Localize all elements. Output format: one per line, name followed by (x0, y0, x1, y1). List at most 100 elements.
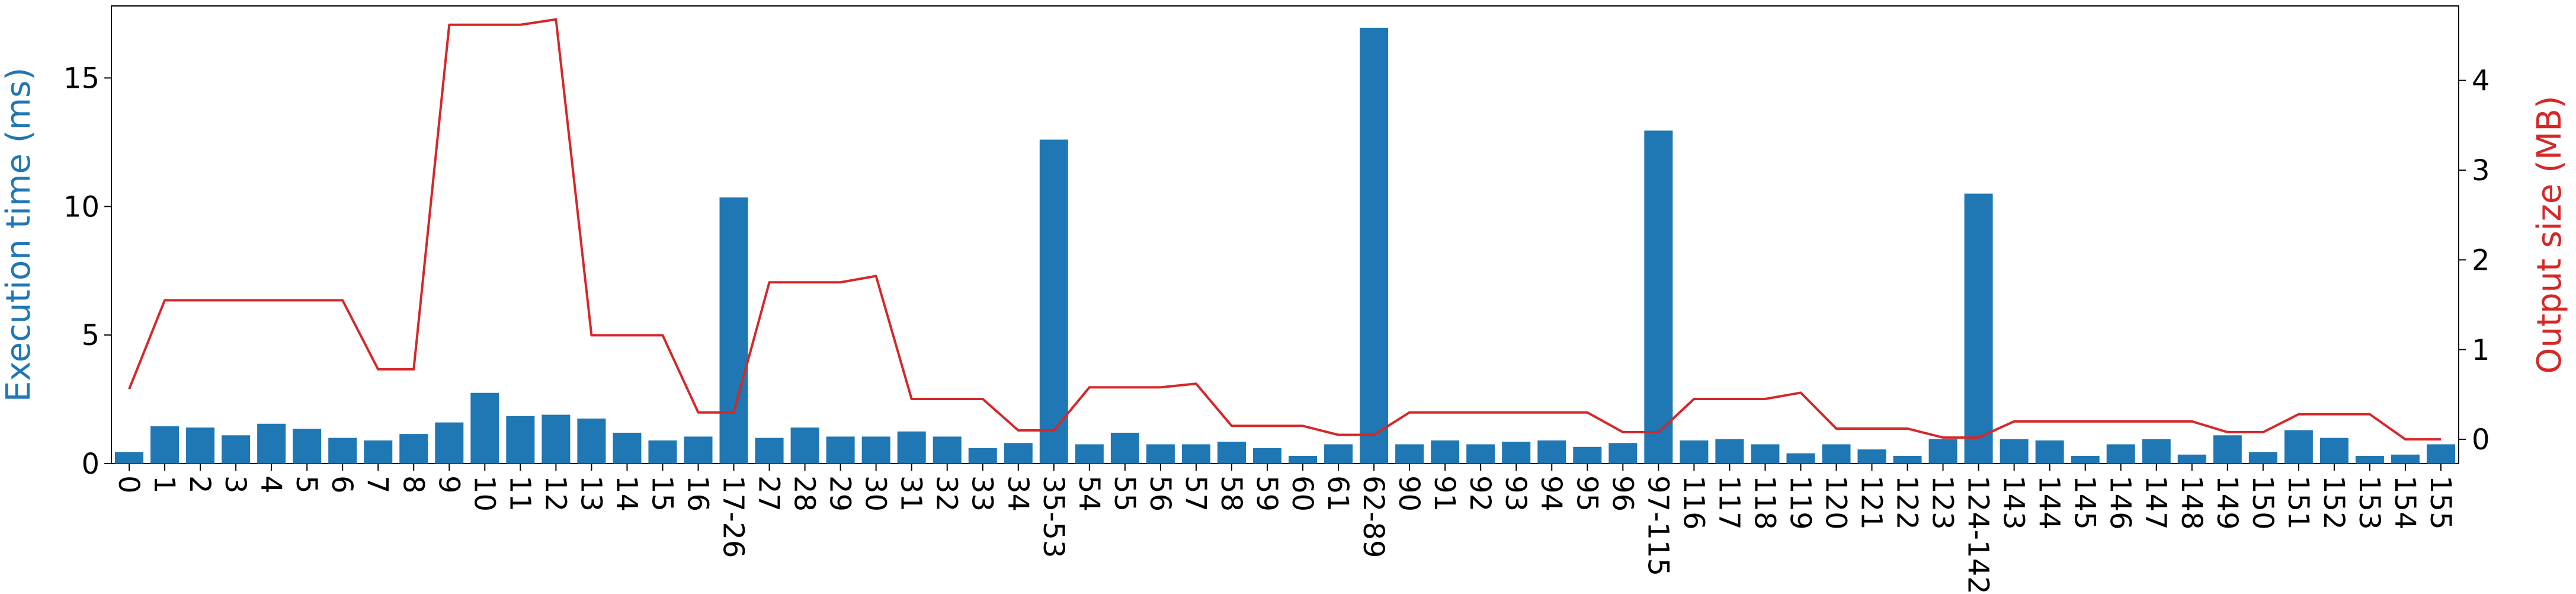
output-size-line-group (128, 18, 2442, 441)
x-tick-label: 151 (2282, 475, 2315, 530)
x-tick-label: 3 (219, 475, 252, 494)
x-tick-label: 121 (1855, 475, 1888, 530)
x-tick-label: 56 (1143, 475, 1177, 512)
bar-28 (790, 427, 819, 464)
bar-146 (2106, 444, 2135, 464)
bar-96 (1609, 443, 1638, 464)
bar-62-89 (1360, 27, 1389, 464)
x-tick-label: 31 (895, 475, 928, 512)
bar-7 (364, 440, 393, 464)
x-tick-label: 94 (1534, 475, 1568, 512)
x-tick-label: 92 (1463, 475, 1497, 512)
x-tick-label: 124-142 (1962, 475, 1995, 594)
x-tick-label: 143 (1997, 475, 2030, 530)
bars-group (115, 27, 2455, 464)
bar-153 (2355, 455, 2384, 464)
x-tick-label: 34 (1001, 475, 1034, 512)
x-tick-label: 12 (539, 475, 572, 512)
bar-60 (1289, 455, 1318, 464)
x-tick-label: 13 (574, 475, 607, 512)
bar-151 (2284, 430, 2313, 464)
x-tick-label: 29 (824, 475, 857, 512)
left-axis-title: Execution time (ms) (0, 68, 38, 402)
bar-32 (933, 436, 962, 464)
x-tick-label: 148 (2175, 475, 2208, 530)
bar-5 (293, 429, 322, 464)
bar-123 (1928, 439, 1957, 464)
x-tick-label: 90 (1392, 475, 1425, 512)
bar-0 (115, 452, 144, 464)
bar-152 (2319, 437, 2348, 464)
bar-35-53 (1039, 139, 1068, 464)
bar-1 (150, 426, 180, 464)
left-y-axis: 0 5 10 15 (63, 62, 111, 481)
bar-57 (1181, 444, 1210, 464)
right-tick-label: 0 (2472, 423, 2490, 456)
bar-91 (1431, 440, 1460, 464)
bar-13 (577, 419, 606, 464)
left-tick-label: 5 (81, 319, 100, 352)
x-tick-label: 10 (467, 475, 501, 512)
x-tick-label: 11 (503, 475, 536, 512)
x-tick-label: 14 (610, 475, 643, 512)
x-tick-label: 27 (752, 475, 786, 512)
bar-155 (2426, 444, 2455, 464)
x-tick-label: 8 (396, 475, 430, 494)
x-tick-label: 62-89 (1357, 475, 1390, 558)
x-tick-label: 7 (361, 475, 394, 494)
bar-150 (2248, 452, 2277, 464)
x-tick-label: 145 (2068, 475, 2101, 530)
right-axis-title: Output size (MB) (2530, 95, 2569, 373)
bar-124-142 (1964, 193, 1993, 464)
bar-27 (755, 437, 784, 464)
bar-2 (186, 427, 215, 464)
x-tick-label: 0 (112, 475, 145, 494)
x-tick-label: 122 (1891, 475, 1924, 530)
x-tick-label: 116 (1677, 475, 1710, 530)
x-tick-label: 16 (681, 475, 715, 512)
bar-143 (2000, 439, 2029, 464)
x-tick-label: 144 (2033, 475, 2066, 530)
x-tick-label: 120 (1819, 475, 1852, 530)
x-tick-label: 5 (290, 475, 323, 494)
bar-147 (2142, 439, 2171, 464)
bar-17-26 (719, 197, 748, 464)
bar-3 (222, 435, 251, 464)
bar-93 (1502, 442, 1531, 464)
x-tick-label: 91 (1428, 475, 1461, 512)
x-tick-label: 2 (183, 475, 216, 494)
bar-145 (2071, 455, 2100, 464)
bar-33 (968, 448, 997, 464)
bar-117 (1715, 439, 1744, 464)
x-tick-label: 59 (1250, 475, 1283, 512)
bar-118 (1751, 444, 1780, 464)
x-tick-label: 97-115 (1641, 475, 1674, 576)
bar-149 (2213, 435, 2242, 464)
x-tick-label: 33 (966, 475, 999, 512)
x-tick-label: 61 (1321, 475, 1354, 512)
x-tick-label: 32 (930, 475, 963, 512)
x-tick-label: 15 (645, 475, 678, 512)
x-tick-label: 154 (2388, 475, 2421, 530)
x-tick-label: 93 (1499, 475, 1532, 512)
x-axis: 0 1 2 3 4 5 6 7 8 9 10 11 12 13 14 15 16 17-26 27 28 29 30 31 3… (112, 464, 2457, 594)
bar-8 (399, 434, 428, 464)
x-tick-label: 149 (2210, 475, 2244, 530)
bar-120 (1822, 444, 1851, 464)
right-y-axis: 0 1 2 3 4 (2459, 65, 2490, 456)
x-tick-label: 30 (859, 475, 892, 512)
bar-90 (1395, 444, 1424, 464)
bar-14 (613, 432, 642, 464)
right-tick-label: 2 (2472, 244, 2490, 277)
right-tick-label: 1 (2472, 334, 2490, 367)
x-tick-label: 6 (325, 475, 358, 494)
bar-12 (542, 414, 571, 464)
left-tick-label: 10 (63, 190, 100, 223)
bar-55 (1110, 432, 1139, 464)
bar-94 (1537, 440, 1566, 464)
x-tick-label: 60 (1286, 475, 1319, 512)
x-tick-label: 58 (1215, 475, 1248, 512)
bar-59 (1252, 448, 1281, 464)
x-tick-label: 17-26 (717, 475, 750, 558)
bar-154 (2391, 454, 2420, 464)
